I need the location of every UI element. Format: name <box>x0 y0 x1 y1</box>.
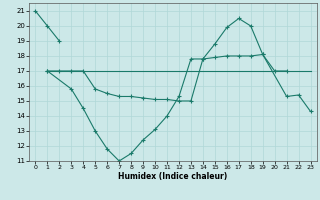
X-axis label: Humidex (Indice chaleur): Humidex (Indice chaleur) <box>118 172 228 181</box>
